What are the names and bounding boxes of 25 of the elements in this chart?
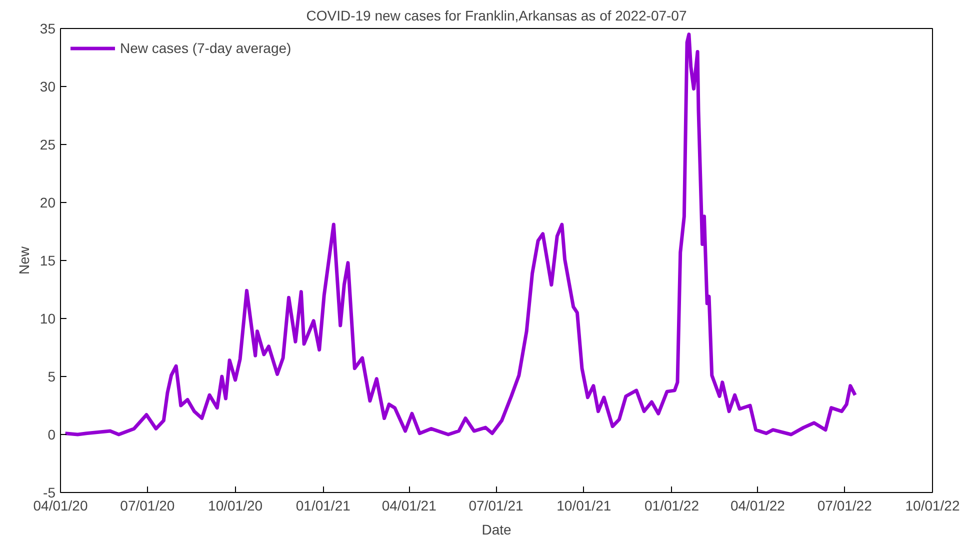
y-tick-label: 25 <box>40 136 56 152</box>
y-tick-label: 5 <box>48 368 56 384</box>
y-tick-label: 0 <box>48 426 56 442</box>
x-tick-label: 10/01/21 <box>556 498 612 514</box>
line-series <box>64 32 857 436</box>
x-tick-label: 04/01/20 <box>33 498 88 514</box>
y-tick-label: -5 <box>43 484 56 500</box>
y-tick-label: 20 <box>40 194 56 210</box>
legend-label: New cases (7-day average) <box>120 40 292 56</box>
x-axis-title: Date <box>482 522 512 538</box>
y-tick-label: 15 <box>40 252 56 268</box>
x-tick-label: 04/01/22 <box>730 498 786 514</box>
x-tick-label: 10/01/20 <box>208 498 263 514</box>
x-tick-label: 07/01/22 <box>817 498 872 514</box>
y-axis-title: New <box>16 246 32 275</box>
x-tick-label: 07/01/20 <box>120 498 175 514</box>
x-tick-label: 10/01/22 <box>905 498 960 514</box>
y-tick-label: 10 <box>40 310 56 326</box>
x-tick-label: 04/01/21 <box>382 498 437 514</box>
x-tick-label: 01/01/21 <box>296 498 351 514</box>
chart-title: COVID-19 new cases for Franklin,Arkansas as of 2022-07-07 <box>306 8 687 24</box>
x-tick-label: 07/01/21 <box>468 498 524 514</box>
x-tick-label: 01/01/22 <box>644 498 700 514</box>
y-tick-label: 30 <box>40 78 56 94</box>
y-tick-label: 35 <box>40 20 56 36</box>
